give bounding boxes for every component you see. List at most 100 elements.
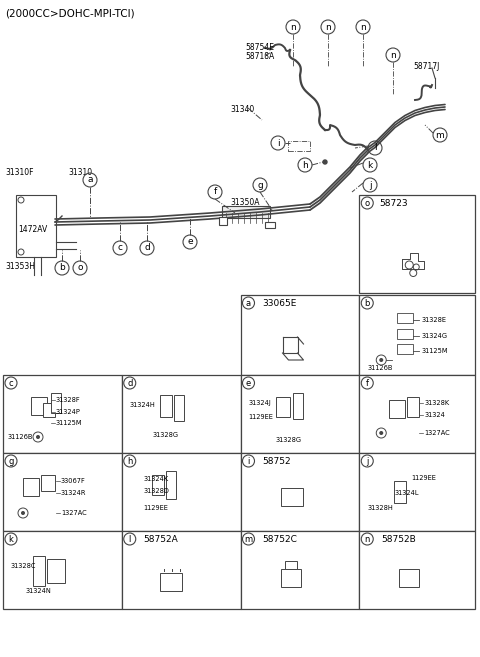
Text: 31324N: 31324N bbox=[25, 588, 51, 594]
FancyBboxPatch shape bbox=[397, 313, 413, 323]
FancyBboxPatch shape bbox=[397, 344, 413, 354]
Bar bbox=[240, 531, 359, 609]
Text: l: l bbox=[374, 143, 376, 152]
Circle shape bbox=[379, 431, 383, 435]
Bar bbox=[288, 141, 310, 151]
Text: b: b bbox=[365, 298, 370, 307]
Bar bbox=[122, 453, 240, 531]
Bar bbox=[33, 556, 45, 586]
Text: n: n bbox=[325, 22, 331, 32]
Text: c: c bbox=[9, 378, 13, 388]
Bar bbox=[285, 561, 297, 569]
Text: 31353H: 31353H bbox=[5, 262, 35, 271]
Bar bbox=[47, 559, 65, 583]
Bar bbox=[359, 295, 475, 375]
Text: 31125M: 31125M bbox=[56, 420, 83, 426]
Text: d: d bbox=[127, 378, 132, 388]
Text: 31125M: 31125M bbox=[421, 348, 448, 354]
FancyBboxPatch shape bbox=[265, 222, 275, 228]
Bar bbox=[160, 395, 172, 417]
Text: 58752B: 58752B bbox=[381, 535, 416, 545]
Bar bbox=[31, 397, 47, 415]
Text: c: c bbox=[118, 244, 122, 252]
Circle shape bbox=[379, 358, 383, 362]
Text: o: o bbox=[77, 263, 83, 273]
Bar bbox=[152, 475, 164, 495]
Text: e: e bbox=[187, 237, 193, 246]
Bar bbox=[292, 393, 302, 419]
Text: (2000CC>DOHC-MPI-TCI): (2000CC>DOHC-MPI-TCI) bbox=[5, 8, 134, 18]
Text: 31324K: 31324K bbox=[144, 476, 169, 482]
Text: 31310F: 31310F bbox=[5, 168, 34, 177]
Text: 31324L: 31324L bbox=[394, 490, 419, 496]
Bar bbox=[359, 375, 475, 453]
Text: 58723: 58723 bbox=[379, 200, 408, 208]
Text: o: o bbox=[365, 198, 370, 208]
Text: 1129EE: 1129EE bbox=[144, 505, 168, 511]
Bar bbox=[240, 453, 359, 531]
Circle shape bbox=[323, 160, 327, 164]
Text: 58718A: 58718A bbox=[245, 52, 274, 61]
Text: 31340: 31340 bbox=[230, 105, 254, 114]
Text: 1327AC: 1327AC bbox=[424, 430, 450, 436]
Text: 31328D: 31328D bbox=[144, 488, 169, 494]
Bar bbox=[160, 573, 182, 591]
Text: 31328C: 31328C bbox=[11, 563, 36, 569]
Bar bbox=[240, 375, 359, 453]
Bar bbox=[174, 395, 184, 421]
Text: d: d bbox=[144, 244, 150, 252]
Text: 31324H: 31324H bbox=[130, 402, 156, 408]
Bar bbox=[276, 397, 289, 417]
Bar bbox=[399, 569, 419, 587]
Text: k: k bbox=[9, 535, 13, 543]
Bar bbox=[359, 453, 475, 531]
Text: 31328K: 31328K bbox=[424, 400, 449, 406]
Text: i: i bbox=[247, 457, 250, 466]
Text: k: k bbox=[367, 160, 372, 170]
Text: 33067F: 33067F bbox=[61, 478, 86, 484]
Text: 58752: 58752 bbox=[263, 457, 291, 466]
Circle shape bbox=[21, 511, 25, 515]
Bar bbox=[3, 375, 122, 453]
Bar bbox=[280, 488, 302, 506]
Text: g: g bbox=[8, 457, 14, 466]
Text: 58754E: 58754E bbox=[245, 43, 274, 52]
Text: 31328E: 31328E bbox=[421, 317, 446, 323]
Text: 31328F: 31328F bbox=[56, 397, 81, 403]
FancyBboxPatch shape bbox=[219, 217, 227, 225]
Text: 58752C: 58752C bbox=[263, 535, 298, 545]
Text: 58717J: 58717J bbox=[413, 62, 439, 71]
Text: m: m bbox=[244, 535, 252, 543]
Text: b: b bbox=[59, 263, 65, 273]
Bar bbox=[359, 195, 475, 293]
Bar bbox=[122, 375, 240, 453]
Text: 31324: 31324 bbox=[424, 412, 445, 418]
Text: 31310: 31310 bbox=[68, 168, 92, 177]
Bar bbox=[407, 397, 419, 417]
Bar bbox=[3, 531, 122, 609]
FancyBboxPatch shape bbox=[222, 206, 270, 218]
Bar bbox=[51, 393, 61, 413]
Bar bbox=[359, 531, 475, 609]
Text: 1327AC: 1327AC bbox=[61, 510, 87, 516]
Bar bbox=[43, 403, 55, 417]
Bar bbox=[41, 475, 55, 491]
Text: 58752A: 58752A bbox=[144, 535, 179, 545]
Text: j: j bbox=[366, 457, 369, 466]
Text: g: g bbox=[257, 181, 263, 189]
Text: h: h bbox=[302, 160, 308, 170]
Text: 31350A: 31350A bbox=[230, 198, 260, 207]
Text: l: l bbox=[129, 535, 131, 543]
Text: 31324J: 31324J bbox=[249, 400, 271, 406]
Bar bbox=[16, 195, 56, 257]
Text: 1129EE: 1129EE bbox=[411, 475, 436, 481]
Text: i: i bbox=[276, 139, 279, 148]
Text: 31328G: 31328G bbox=[153, 432, 179, 438]
Text: n: n bbox=[365, 535, 370, 543]
Bar bbox=[240, 295, 359, 375]
Text: a: a bbox=[246, 298, 251, 307]
Text: n: n bbox=[360, 22, 366, 32]
Circle shape bbox=[36, 435, 40, 439]
Bar bbox=[389, 400, 405, 418]
Bar bbox=[394, 481, 406, 503]
